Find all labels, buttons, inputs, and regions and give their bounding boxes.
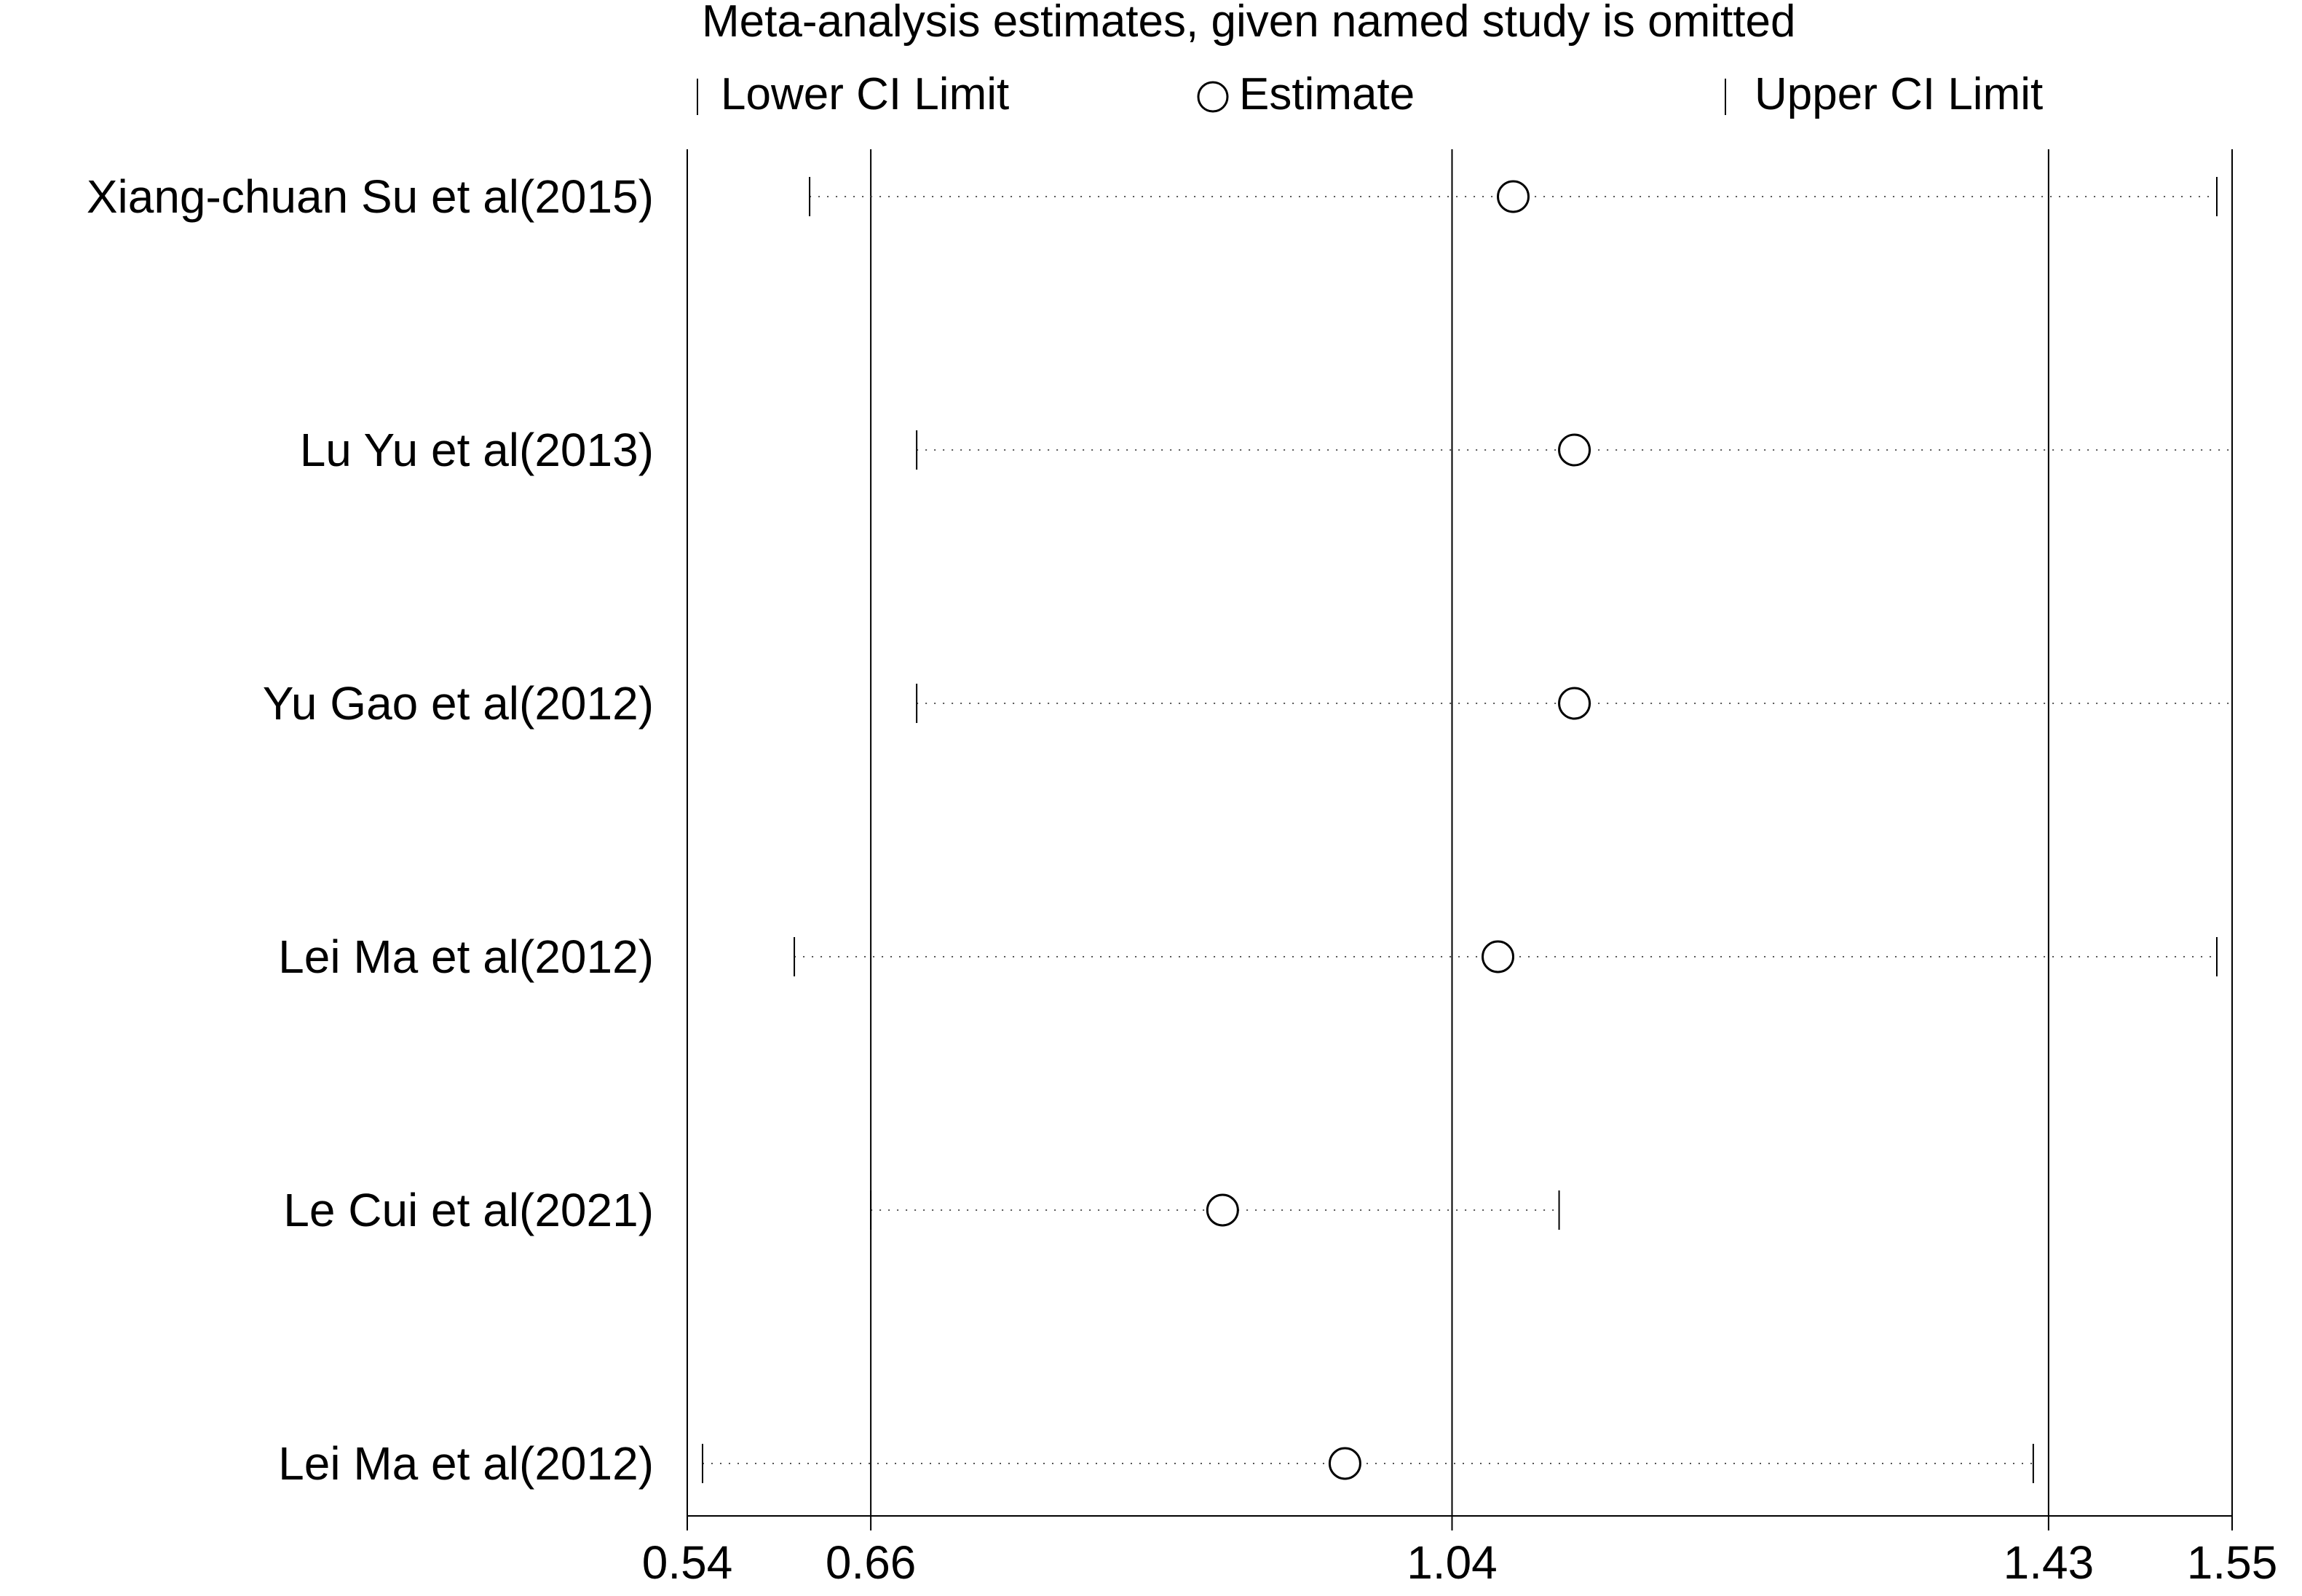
x-tick-label: 0.66 [826,1536,917,1589]
estimate-point [1558,687,1591,720]
legend: Lower CI Limit Estimate Upper CI Limit [697,69,2043,119]
x-tick-label: 1.04 [1407,1536,1498,1589]
legend-estimate-label: Estimate [1239,69,1415,119]
study-label: Xiang-chuan Su et al(2015) [87,170,654,223]
study-label: Lei Ma et al(2012) [278,1437,654,1490]
chart-title: Meta-analysis estimates, given named stu… [702,0,1795,47]
legend-upper-ci-label: Upper CI Limit [1755,69,2043,119]
x-tick-label: 0.54 [642,1536,733,1589]
estimate-point [1558,433,1591,467]
study-label: Le Cui et al(2021) [283,1184,654,1236]
estimate-point [1206,1193,1239,1227]
study-label: Lu Yu et al(2013) [300,424,654,476]
x-tick-label: 1.55 [2187,1536,2278,1589]
estimate-point [1328,1447,1361,1480]
study-label: Yu Gao et al(2012) [263,677,654,730]
legend-estimate-circle [1197,81,1229,113]
legend-lower-ci-label: Lower CI Limit [721,69,1009,119]
study-label: Lei Ma et al(2012) [278,931,654,983]
x-tick-label: 1.43 [2004,1536,2095,1589]
plot-area: 0.54 0.66 1.04 1.43 1.55 Xiang-chuan Su et al… [87,149,2277,1589]
estimate-point [1497,180,1530,213]
estimate-point [1482,940,1515,973]
